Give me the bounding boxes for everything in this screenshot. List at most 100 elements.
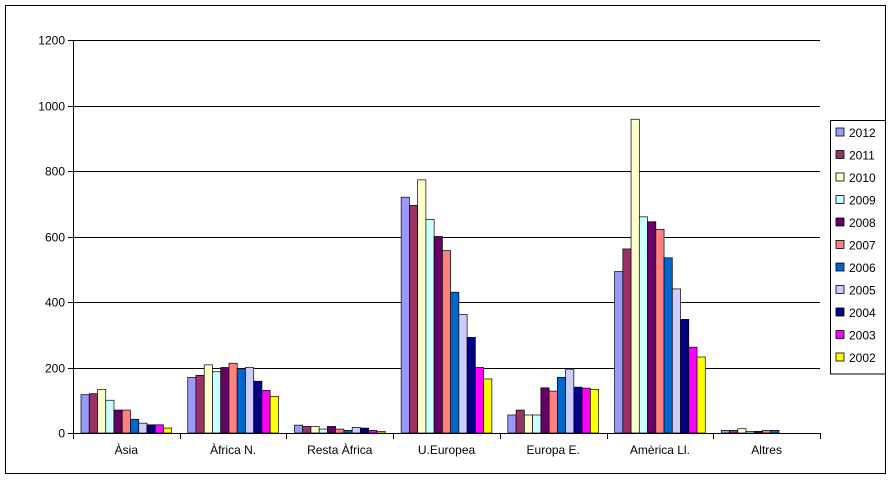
x-tick-label: Altres — [751, 443, 782, 457]
bar-2003-1 — [261, 390, 271, 434]
bar-2008-3 — [433, 236, 443, 434]
bar-2002-2 — [376, 431, 386, 434]
legend-swatch-2007 — [835, 240, 845, 249]
bar-2006-4 — [556, 376, 566, 434]
legend-label-2009: 2009 — [849, 194, 876, 208]
bar-2012-2 — [294, 424, 304, 434]
bar-2003-0 — [154, 424, 164, 434]
y-tick-label: 600 — [45, 231, 65, 245]
legend-label-2012: 2012 — [849, 126, 876, 140]
bar-2011-2 — [302, 426, 312, 434]
tick-labels: 0 200 400 600 800 1000 1200 Àsia Àfrica N. Resta … — [38, 34, 782, 458]
bar-2005-3 — [458, 314, 468, 434]
bar-2002-3 — [483, 378, 493, 434]
bar-2006-0 — [130, 418, 140, 434]
legend-swatch-2006 — [835, 262, 845, 272]
legend-label-2008: 2008 — [849, 216, 876, 230]
bar-2010-4 — [523, 414, 533, 434]
bar-2004-3 — [466, 337, 476, 434]
bar-2003-4 — [581, 387, 591, 434]
legend-swatch-2009 — [835, 195, 845, 204]
bar-2004-4 — [573, 386, 583, 434]
bar-2011-1 — [195, 375, 205, 434]
legend-label-2003: 2003 — [849, 329, 876, 343]
bar-2003-5 — [688, 346, 698, 434]
bar-2009-5 — [638, 216, 648, 434]
x-tick-label: Àsia — [115, 442, 139, 457]
bar-2009-4 — [532, 414, 542, 434]
bar-2005-2 — [351, 427, 361, 434]
legend-swatch-2005 — [835, 285, 845, 294]
legend-label-2005: 2005 — [849, 284, 876, 298]
legend-label-2007: 2007 — [849, 239, 876, 253]
bar-2011-0 — [88, 393, 98, 434]
legend-label-2010: 2010 — [849, 171, 876, 185]
bar-2005-1 — [245, 367, 255, 434]
bar-2008-1 — [220, 367, 230, 434]
bar-2011-3 — [409, 205, 418, 434]
legend-label-2004: 2004 — [849, 306, 876, 320]
bar-2007-4 — [548, 390, 558, 434]
bar-2009-6 — [745, 431, 755, 434]
y-tick-label: 1000 — [38, 100, 65, 114]
y-tick-label: 400 — [45, 296, 65, 310]
bar-2004-5 — [680, 319, 690, 434]
bar-2002-4 — [589, 389, 599, 434]
legend-swatch-2004 — [835, 307, 845, 317]
legend: 2012 2011 2010 2009 2008 2007 2006 2005 2004 2003… — [830, 120, 886, 375]
legend-label-2006: 2006 — [849, 261, 876, 275]
bar-2012-6 — [720, 430, 730, 434]
y-tick-label: 1200 — [38, 34, 65, 48]
bar-2006-1 — [236, 368, 246, 434]
bar-2005-0 — [138, 422, 148, 434]
legend-label-2011: 2011 — [849, 149, 875, 163]
bar-2004-2 — [360, 427, 369, 434]
bar-2009-2 — [318, 428, 328, 434]
bar-2012-1 — [187, 376, 197, 434]
bar-2007-6 — [762, 430, 772, 434]
bar-2008-0 — [113, 409, 123, 434]
legend-swatch-2011 — [835, 150, 845, 159]
bar-2009-3 — [425, 219, 435, 434]
bar-2010-6 — [737, 428, 747, 434]
bar-2008-5 — [647, 221, 657, 434]
bar-2007-1 — [228, 362, 238, 434]
y-tick-label: 200 — [45, 362, 65, 376]
bar-2002-1 — [269, 395, 279, 434]
bar-2007-3 — [442, 250, 451, 434]
bar-2005-4 — [565, 368, 575, 434]
bar-2004-0 — [146, 424, 156, 434]
x-tick-label: Àfrica N. — [210, 442, 256, 457]
bar-2003-3 — [475, 367, 484, 434]
x-tick-label: Resta Àfrica — [307, 442, 373, 457]
bar-2004-1 — [253, 380, 263, 434]
bar-2008-6 — [753, 431, 763, 434]
x-tick-label: Europa E. — [527, 443, 580, 457]
bar-2010-3 — [417, 179, 427, 434]
legend-swatch-2003 — [835, 330, 845, 339]
bar-2008-4 — [540, 387, 550, 434]
bar-2010-2 — [310, 426, 320, 434]
bar-2003-2 — [368, 430, 378, 434]
bar-2006-6 — [770, 430, 780, 434]
bar-2010-5 — [630, 118, 640, 434]
bar-2012-3 — [400, 196, 410, 434]
bar-2012-5 — [614, 271, 624, 434]
bar-2012-4 — [507, 414, 517, 434]
bar-2002-0 — [163, 427, 173, 434]
bar-2011-4 — [515, 409, 525, 434]
bar-2006-5 — [663, 257, 673, 434]
legend-swatch-2002 — [835, 352, 845, 362]
bar-2009-1 — [212, 371, 222, 434]
y-tick-label: 0 — [58, 427, 65, 441]
y-tick-label: 800 — [45, 165, 65, 179]
x-tick-label: U.Europea — [418, 443, 476, 457]
bar-2007-0 — [121, 409, 131, 434]
axes — [68, 40, 821, 439]
bar-2012-0 — [80, 394, 90, 434]
bar-2011-6 — [729, 430, 739, 434]
bar-2010-0 — [97, 389, 107, 434]
legend-label-2002: 2002 — [849, 351, 876, 365]
bar-2011-5 — [622, 248, 632, 434]
